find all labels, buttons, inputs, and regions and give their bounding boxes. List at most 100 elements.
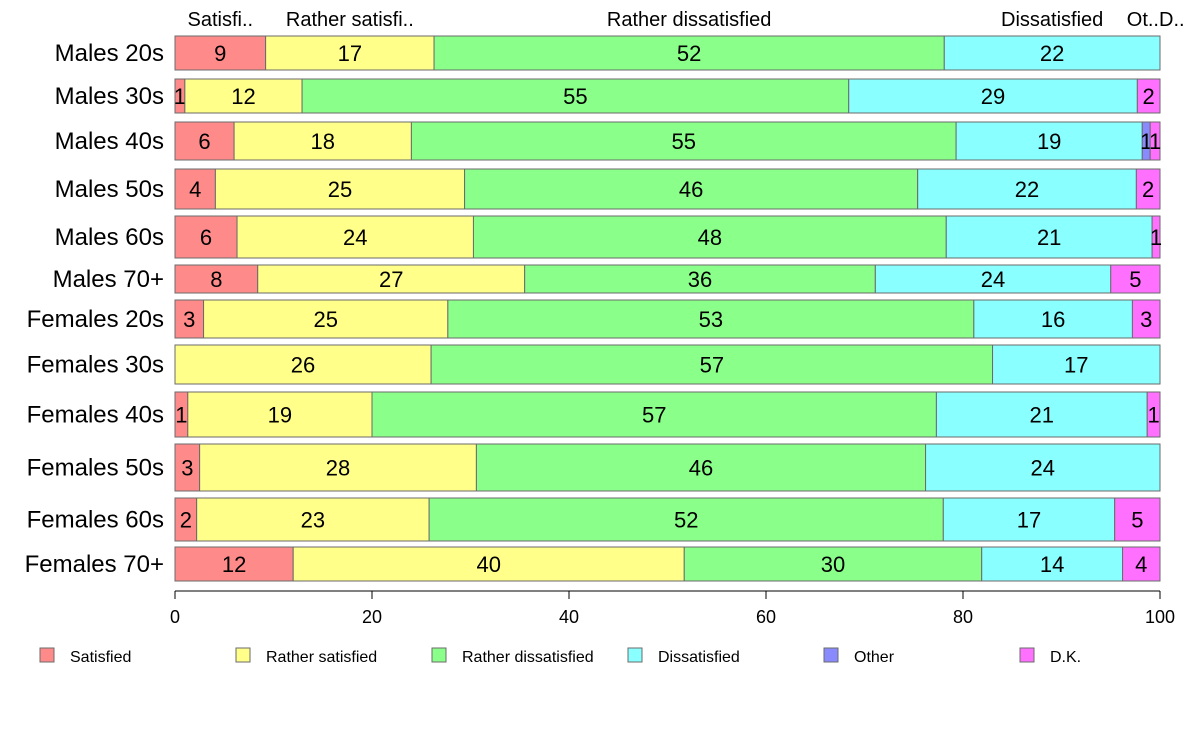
legend-label-other: Other	[854, 649, 895, 666]
data-label: 5	[1129, 267, 1141, 292]
data-label: 3	[1140, 307, 1152, 332]
bar-males-70-d-k	[1110, 264, 1161, 294]
legend-label-dissatisfied: Dissatisfied	[658, 649, 740, 666]
data-label: 57	[642, 403, 666, 428]
bar-females-60s-d-k	[1114, 497, 1161, 542]
data-label: 6	[200, 225, 212, 250]
legend-swatch-rather-dissatisfied	[431, 647, 447, 663]
data-label: 21	[1030, 403, 1054, 428]
data-label: 14	[1040, 552, 1064, 577]
data-label: 24	[1031, 456, 1055, 481]
data-label: 2	[1142, 177, 1154, 202]
bar-males-30s-rather-dissatisfied	[301, 78, 850, 114]
data-label: 21	[1037, 225, 1061, 250]
bar-females-20s-rather-dissatisfied	[447, 299, 975, 339]
bar-males-40s-satisfied	[174, 121, 235, 161]
row-label-males-30s: Males 30s	[55, 83, 164, 110]
data-label: 22	[1040, 41, 1064, 66]
bar-females-70-dissatisfied	[981, 546, 1124, 582]
bar-males-50s-rather-satisfied	[214, 168, 466, 210]
data-label: 9	[214, 41, 226, 66]
x-tick-label: 100	[1145, 607, 1175, 627]
x-axis: 0 20 40 60 80 100	[170, 590, 1175, 627]
data-label: 27	[379, 267, 403, 292]
bar-males-40s-dissatisfied	[955, 121, 1143, 161]
data-label: 24	[343, 225, 367, 250]
legend-swatch-dissatisfied	[627, 647, 643, 663]
top-label-satisfied: Satisfi..	[188, 9, 254, 31]
legend-label-rather-satisfied: Rather satisfied	[266, 649, 377, 666]
row-label-females-50s: Females 50s	[27, 455, 164, 482]
bar-males-40s-d-k	[1149, 121, 1161, 161]
data-label: 19	[1037, 129, 1061, 154]
top-label-rather-dissatisfied: Rather dissatisfied	[607, 9, 772, 31]
data-label: 2	[1143, 84, 1155, 109]
data-label: 25	[313, 307, 337, 332]
data-label: 6	[198, 129, 210, 154]
data-label: 26	[291, 353, 315, 378]
bar-females-30s-dissatisfied	[992, 344, 1161, 385]
data-label: 1	[175, 403, 187, 428]
data-label: 1	[1150, 225, 1162, 250]
bar-females-60s-dissatisfied	[942, 497, 1116, 542]
data-label: 16	[1041, 307, 1065, 332]
top-label-dissatisfied: Dissatisfied	[1001, 9, 1103, 31]
data-label: 17	[338, 41, 362, 66]
row-label-females-70: Females 70+	[25, 551, 164, 578]
bar-females-20s-satisfied	[174, 299, 205, 339]
data-label: 4	[189, 177, 201, 202]
bar-males-20s-dissatisfied	[943, 35, 1161, 71]
row-label-females-60s: Females 60s	[27, 507, 164, 534]
legend-label-rather-dissatisfied: Rather dissatisfied	[462, 649, 594, 666]
data-label: 17	[1064, 353, 1088, 378]
bar-females-40s-rather-dissatisfied	[371, 391, 937, 438]
top-label-other: Ot..	[1127, 9, 1159, 31]
data-label: 3	[183, 307, 195, 332]
data-label: 1	[1147, 403, 1159, 428]
data-label: 52	[674, 508, 698, 533]
data-label: 3	[181, 456, 193, 481]
bar-males-30s-dissatisfied	[848, 78, 1138, 114]
row-label-females-20s: Females 20s	[27, 306, 164, 333]
bar-females-40s-d-k	[1146, 391, 1161, 438]
bar-males-50s-d-k	[1135, 168, 1161, 210]
data-label: 23	[301, 508, 325, 533]
bar-males-20s-satisfied	[174, 35, 267, 71]
top-label-d-k: D..	[1159, 9, 1185, 31]
bar-males-50s-satisfied	[174, 168, 216, 210]
bar-males-50s-rather-dissatisfied	[464, 168, 919, 210]
bar-males-70-dissatisfied	[874, 264, 1112, 294]
data-label: 1	[1149, 129, 1161, 154]
x-tick-label: 20	[362, 607, 382, 627]
data-label: 24	[981, 267, 1005, 292]
data-label: 52	[677, 41, 701, 66]
legend-label-satisfied: Satisfied	[70, 649, 131, 666]
data-label: 55	[672, 129, 696, 154]
bar-females-50s-rather-satisfied	[199, 443, 477, 492]
bar-females-40s-dissatisfied	[935, 391, 1148, 438]
row-label-males-20s: Males 20s	[55, 40, 164, 67]
data-label: 57	[700, 353, 724, 378]
bar-females-20s-d-k	[1131, 299, 1161, 339]
data-label: 22	[1015, 177, 1039, 202]
bar-females-50s-dissatisfied	[925, 443, 1161, 492]
legend-swatch-other	[823, 647, 839, 663]
x-tick-label: 60	[756, 607, 776, 627]
x-tick-label: 40	[559, 607, 579, 627]
bar-females-70-rather-satisfied	[292, 546, 685, 582]
data-label: 1	[1140, 129, 1152, 154]
bar-males-70-satisfied	[174, 264, 259, 294]
data-label: 36	[688, 267, 712, 292]
data-label: 12	[222, 552, 246, 577]
data-label: 12	[231, 84, 255, 109]
data-label: 1	[174, 84, 186, 109]
legend-swatch-rather-satisfied	[235, 647, 251, 663]
legend-swatch-d-k	[1019, 647, 1035, 663]
x-tick-label: 0	[170, 607, 180, 627]
bar-females-70-d-k	[1122, 546, 1161, 582]
data-label: 2	[180, 508, 192, 533]
legend-label-d-k: D.K.	[1050, 649, 1081, 666]
bar-males-50s-dissatisfied	[917, 168, 1137, 210]
row-label-males-50s: Males 50s	[55, 176, 164, 203]
